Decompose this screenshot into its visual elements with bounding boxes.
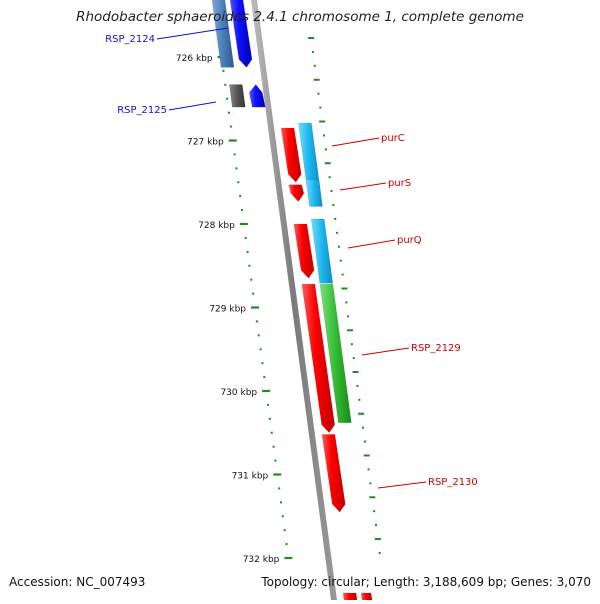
gene-label-purS[interactable]: purS: [388, 178, 411, 189]
ruler-ticks: 726 kbp 727 kbp 728 kbp 729 kbp 730 kbp 731 k…: [176, 7, 381, 565]
gene-label-RSP_2124[interactable]: RSP_2124: [105, 34, 155, 45]
gene-cds-purQ[interactable]: [293, 223, 315, 279]
gene-cds-RSP_2130[interactable]: [321, 434, 346, 513]
ruler-tick-label: 731 kbp: [232, 472, 269, 482]
gene-feature-RSP_2129-outer[interactable]: [319, 283, 352, 423]
gene-cds-next[interactable]: [342, 592, 358, 604]
gene-cds-purS[interactable]: [288, 184, 305, 202]
map-title: Rhodobacter sphaeroides 2.4.1 chromosome…: [76, 9, 524, 25]
gene-feature-RSP_2124-outer[interactable]: [211, 0, 235, 68]
gene-label-leader: [361, 347, 410, 356]
gene-cds-RSP_2124[interactable]: [229, 0, 253, 68]
ruler-tick-label: 729 kbp: [209, 305, 246, 315]
gene-label-leader: [339, 182, 387, 191]
accession-label: Accession: NC_007493: [9, 575, 146, 589]
gene-label-leader: [377, 481, 427, 489]
ruler-tick-label: 730 kbp: [220, 388, 257, 398]
ruler-tick-label: 727 kbp: [187, 138, 224, 148]
gene-label-leader: [156, 27, 229, 40]
gene-label-purQ[interactable]: purQ: [397, 235, 422, 246]
gene-label-RSP_2125[interactable]: RSP_2125: [117, 105, 167, 116]
backbone: [251, 0, 337, 600]
ruler-tick-label: 726 kbp: [176, 54, 213, 64]
genome-summary: Topology: circular; Length: 3,188,609 bp…: [261, 575, 591, 589]
gene-feature-RSP_2125-outer[interactable]: [228, 84, 246, 108]
gene-feature-purC-outer[interactable]: [298, 122, 321, 188]
gene-labels: RSP_2124 RSP_2125 purC purS purQ RSP_2129 RSP_…: [105, 27, 478, 489]
gene-feature-purS-outer[interactable]: [305, 179, 323, 207]
ruler-tick-label: 728 kbp: [198, 221, 235, 231]
gene-cds-RSP_2125[interactable]: [249, 84, 266, 108]
backbone-strand: [251, 0, 337, 600]
gene-label-RSP_2129[interactable]: RSP_2129: [411, 343, 461, 354]
gene-feature-purQ-outer[interactable]: [310, 218, 334, 284]
ruler-tick-label: 732 kbp: [243, 555, 280, 565]
gene-label-leader: [347, 239, 396, 249]
gene-cds-purC[interactable]: [280, 127, 302, 183]
gene-features: [211, 0, 373, 604]
gene-feature-next[interactable]: [360, 592, 373, 604]
gene-label-leader: [168, 101, 217, 111]
gene-label-purC[interactable]: purC: [381, 133, 405, 144]
gene-label-RSP_2130[interactable]: RSP_2130: [428, 477, 478, 488]
gene-label-leader: [331, 137, 380, 147]
gene-cds-RSP_2129[interactable]: [301, 283, 335, 434]
